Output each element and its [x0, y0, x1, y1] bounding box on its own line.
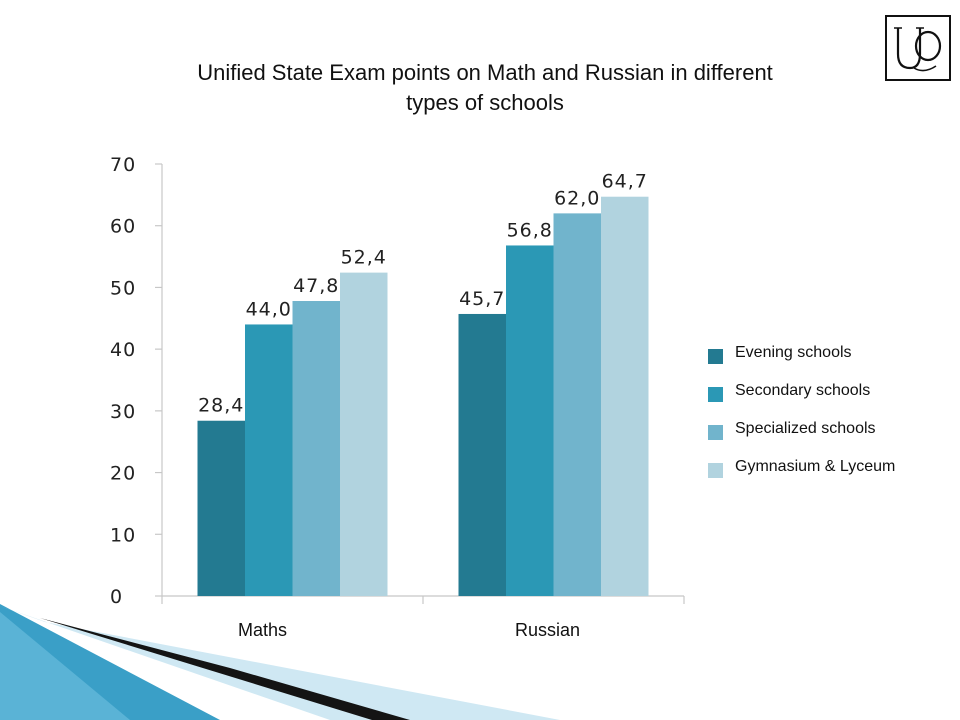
legend-item: Secondary schools	[708, 372, 958, 410]
y-tick-label: 50	[110, 277, 136, 299]
slide-title-line-1: Unified State Exam points on Math and Ru…	[197, 60, 773, 85]
legend-item: Specialized schools	[708, 410, 958, 448]
data-label: 47,8	[293, 275, 339, 297]
x-category-label: Russian	[515, 620, 580, 640]
y-tick-label: 70	[110, 154, 136, 176]
slide-title-line-2: types of schools	[406, 90, 564, 115]
bar	[340, 272, 388, 596]
y-tick-label: 30	[110, 401, 136, 423]
data-label: 64,7	[602, 171, 648, 193]
bar	[292, 301, 340, 596]
chart-legend: Evening schools Secondary schools Speciali…	[708, 334, 958, 486]
bar	[601, 196, 649, 597]
legend-label: Secondary schools	[735, 382, 871, 399]
bar	[553, 213, 601, 596]
legend-label: Gymnasium & Lyceum	[735, 458, 896, 475]
bar	[197, 420, 245, 596]
legend-item: Gymnasium & Lyceum	[708, 448, 958, 486]
slide-title: Unified State Exam points on Math and Ru…	[110, 58, 860, 118]
data-label: 28,4	[198, 395, 244, 417]
y-tick-label: 40	[110, 339, 136, 361]
data-label: 62,0	[554, 187, 600, 209]
data-label: 45,7	[459, 288, 505, 310]
data-label: 56,8	[507, 219, 553, 241]
legend-swatch	[708, 424, 723, 440]
x-category-label: Maths	[238, 620, 287, 640]
legend-swatch	[708, 462, 723, 478]
legend-swatch	[708, 386, 723, 402]
bar	[245, 324, 293, 596]
data-label: 52,4	[341, 247, 387, 269]
bar	[458, 313, 506, 596]
legend-swatch	[708, 348, 723, 364]
bar	[506, 245, 554, 596]
y-tick-label: 60	[110, 216, 136, 238]
y-tick-label: 0	[110, 586, 123, 608]
legend-item: Evening schools	[708, 334, 958, 372]
legend-label: Specialized schools	[735, 420, 876, 437]
legend-label: Evening schools	[735, 344, 852, 361]
uo-monogram-logo-icon	[885, 15, 951, 81]
data-label: 44,0	[246, 298, 292, 320]
y-tick-label: 10	[110, 524, 136, 546]
y-tick-label: 20	[110, 463, 136, 485]
